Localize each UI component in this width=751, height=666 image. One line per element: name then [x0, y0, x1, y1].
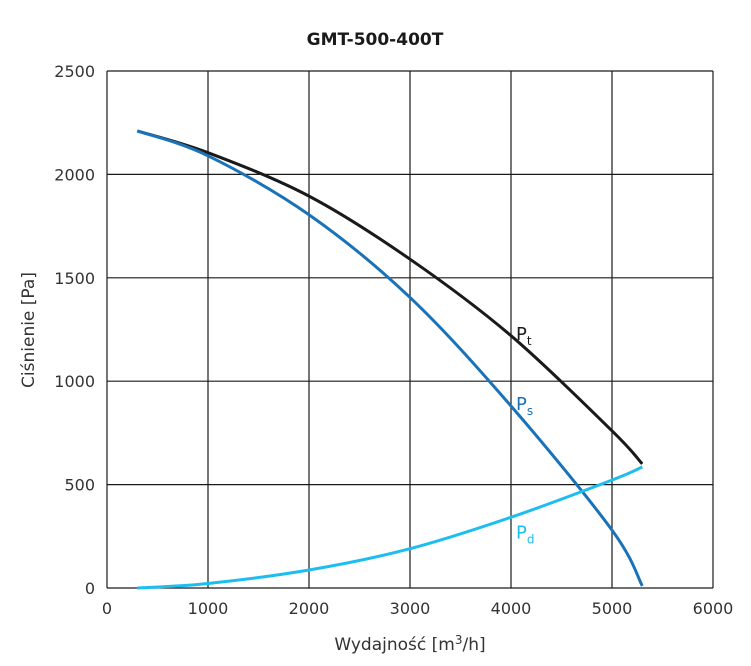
- series-line-pt: [136, 129, 644, 465]
- y-tick-label: 500: [64, 476, 95, 495]
- x-tick-label: 1000: [188, 599, 229, 618]
- series-line-pd: [137, 465, 643, 590]
- y-tick-label: 2500: [54, 62, 95, 81]
- y-tick-label: 1500: [54, 269, 95, 288]
- x-tick-labels: 0 1000 2000 3000 4000 5000 6000: [102, 599, 733, 618]
- y-tick-label: 0: [85, 579, 95, 598]
- x-tick-label: 5000: [592, 599, 633, 618]
- x-tick-label: 4000: [491, 599, 532, 618]
- series-labels: Pt Ps Pd: [516, 324, 534, 547]
- x-tick-label: 0: [102, 599, 112, 618]
- chart-title: GMT-500-400T: [307, 30, 444, 50]
- x-axis-label: Wydajność [m3/h]: [334, 633, 485, 655]
- y-tick-labels: 0 500 1000 1500 2000 2500: [54, 62, 95, 598]
- x-tick-label: 6000: [693, 599, 734, 618]
- x-tick-label: 3000: [390, 599, 431, 618]
- y-tick-label: 1000: [54, 372, 95, 391]
- series-lines: [136, 129, 644, 590]
- series-label-pd: Pd: [516, 522, 534, 546]
- series-line-ps: [136, 129, 644, 587]
- series-label-ps: Ps: [516, 394, 533, 418]
- y-axis-label: Ciśnienie [Pa]: [19, 272, 39, 388]
- x-tick-label: 2000: [289, 599, 330, 618]
- series-label-pt: Pt: [516, 324, 532, 348]
- grid: [106, 70, 714, 589]
- y-tick-label: 2000: [54, 165, 95, 184]
